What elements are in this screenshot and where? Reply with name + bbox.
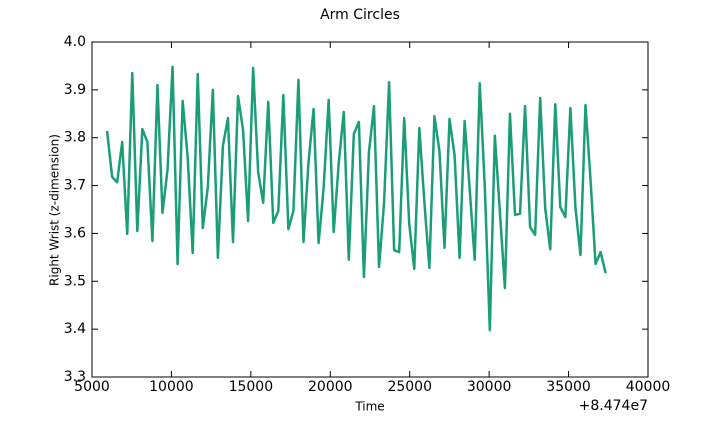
y-tick-label: 3.6 <box>64 225 86 241</box>
chart-title: Arm Circles <box>320 7 400 23</box>
y-tick-label: 3.3 <box>64 369 86 385</box>
x-tick-label: 15000 <box>229 379 274 395</box>
x-tick-label: 5000 <box>74 379 110 395</box>
y-tick-label: 4.0 <box>64 34 86 50</box>
x-axis-label: Time <box>354 400 384 414</box>
x-tick-label: 10000 <box>149 379 194 395</box>
x-offset-label: +8.474e7 <box>579 398 648 414</box>
y-axis-label: Right Wrist (z-dimension) <box>48 134 62 286</box>
y-tick-label: 3.7 <box>64 178 86 194</box>
data-line <box>105 65 607 332</box>
y-tick-label: 3.4 <box>64 321 86 337</box>
x-tick-label: 30000 <box>467 379 512 395</box>
x-tick-label: 40000 <box>626 379 671 395</box>
x-tick-label: 20000 <box>308 379 353 395</box>
y-tick-label: 3.8 <box>64 130 86 146</box>
x-tick-label: 35000 <box>546 379 591 395</box>
y-tick-label: 3.9 <box>64 82 86 98</box>
x-tick-label: 25000 <box>387 379 432 395</box>
plot-frame <box>91 41 649 378</box>
y-tick-label: 3.5 <box>64 273 86 289</box>
